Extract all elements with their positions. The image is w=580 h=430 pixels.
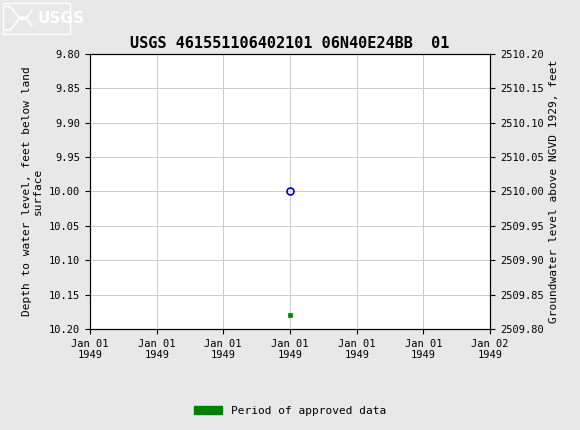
Text: USGS 461551106402101 06N40E24BB  01: USGS 461551106402101 06N40E24BB 01 xyxy=(130,36,450,50)
Y-axis label: Groundwater level above NGVD 1929, feet: Groundwater level above NGVD 1929, feet xyxy=(549,60,559,323)
Y-axis label: Depth to water level, feet below land
surface: Depth to water level, feet below land su… xyxy=(22,67,44,316)
Text: USGS: USGS xyxy=(38,11,85,26)
Legend: Period of approved data: Period of approved data xyxy=(190,401,390,420)
